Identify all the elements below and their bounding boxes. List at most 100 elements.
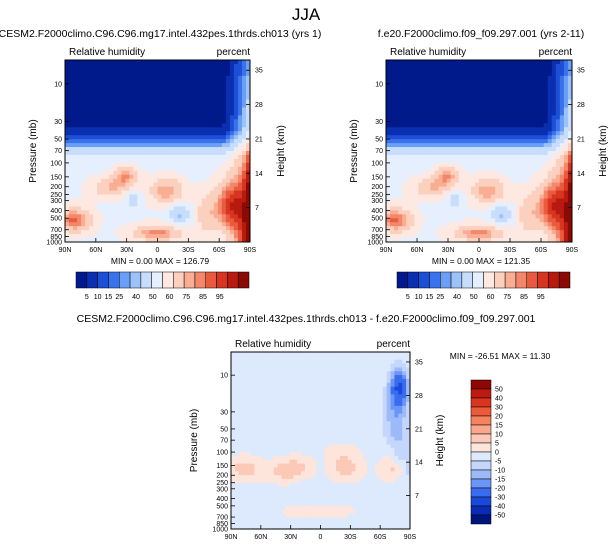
- field-cell: [567, 83, 573, 89]
- field-cell: [523, 127, 528, 132]
- field-cell: [495, 218, 500, 223]
- field-cell: [65, 123, 70, 128]
- field-cell: [173, 67, 179, 73]
- field-cell: [109, 83, 114, 89]
- field-cell: [547, 234, 553, 239]
- field-cell: [117, 210, 122, 215]
- field-cell: [209, 67, 215, 73]
- field-cell: [213, 127, 219, 132]
- field-cell: [145, 158, 150, 164]
- field-cell: [225, 230, 231, 235]
- field-cell: [109, 115, 114, 120]
- field-cell: [197, 166, 203, 172]
- field-cell: [189, 238, 195, 243]
- field-cell: [137, 83, 142, 89]
- field-cell: [145, 202, 150, 207]
- field-cell: [491, 87, 496, 93]
- field-cell: [133, 87, 138, 93]
- field-cell: [503, 190, 508, 195]
- field-cell: [241, 230, 247, 235]
- field-cell: [535, 87, 541, 93]
- field-cell: [422, 198, 427, 203]
- field-cell: [89, 186, 94, 192]
- field-cell: [141, 178, 146, 184]
- field-cell: [462, 83, 468, 89]
- field-cell: [414, 127, 419, 132]
- field-cell: [189, 99, 195, 104]
- field-cell: [258, 428, 263, 434]
- field-cell: [101, 190, 106, 195]
- field-cell: [414, 67, 419, 73]
- field-cell: [213, 143, 219, 148]
- field-cell: [491, 158, 496, 164]
- field-cell: [543, 143, 549, 148]
- field-cell: [555, 115, 561, 120]
- field-cell: [101, 107, 106, 112]
- field-cell: [237, 230, 243, 235]
- field-cell: [89, 238, 94, 243]
- field-cell: [277, 482, 283, 488]
- field-cell: [543, 178, 549, 184]
- field-cell: [466, 60, 472, 65]
- field-cell: [181, 131, 187, 136]
- field-cell: [254, 382, 259, 388]
- field-cell: [153, 103, 158, 108]
- field-cell: [519, 194, 524, 199]
- field-cell: [89, 174, 94, 180]
- field-cell: [543, 214, 549, 219]
- field-cell: [406, 182, 411, 188]
- field-cell: [503, 166, 508, 172]
- field-cell: [153, 190, 158, 195]
- field-cell: [547, 162, 553, 168]
- field-cell: [229, 186, 235, 192]
- field-cell: [209, 234, 215, 239]
- field-cell: [225, 60, 231, 65]
- field-cell: [109, 95, 114, 101]
- field-cell: [193, 111, 199, 116]
- field-cell: [165, 147, 171, 152]
- field-cell: [231, 402, 236, 407]
- field-cell: [495, 174, 500, 180]
- field-cell: [531, 119, 537, 124]
- field-cell: [145, 147, 150, 152]
- field-cell: [266, 421, 271, 426]
- field-cell: [266, 359, 271, 364]
- field-cell: [474, 178, 480, 184]
- field-cell: [101, 154, 106, 160]
- field-cell: [221, 147, 227, 152]
- field-cell: [133, 222, 138, 227]
- field-cell: [442, 174, 448, 180]
- field-cell: [543, 63, 549, 69]
- field-cell: [101, 230, 106, 235]
- field-cell: [567, 238, 573, 243]
- field-cell: [181, 91, 187, 97]
- field-cell: [197, 60, 203, 65]
- field-cell: [491, 162, 496, 168]
- field-cell: [567, 119, 573, 124]
- field-cell: [101, 75, 106, 81]
- field-cell: [177, 91, 183, 97]
- field-cell: [201, 194, 207, 199]
- field-cell: [233, 194, 239, 199]
- field-cell: [483, 87, 488, 93]
- field-cell: [462, 151, 468, 156]
- field-cell: [503, 194, 508, 199]
- field-cell: [422, 162, 427, 168]
- field-cell: [543, 111, 549, 116]
- field-cell: [446, 238, 452, 243]
- field-cell: [426, 166, 431, 172]
- field-cell: [133, 166, 138, 172]
- field-cell: [507, 154, 512, 160]
- field-cell: [85, 218, 90, 223]
- field-cell: [250, 494, 255, 499]
- field-cell: [555, 103, 561, 108]
- field-cell: [189, 115, 195, 120]
- field-cell: [434, 202, 440, 207]
- field-cell: [173, 206, 179, 211]
- field-cell: [507, 234, 512, 239]
- field-cell: [458, 194, 464, 199]
- field-cell: [491, 63, 496, 69]
- field-cell: [458, 174, 464, 180]
- field-cell: [539, 174, 545, 180]
- field-cell: [474, 99, 480, 104]
